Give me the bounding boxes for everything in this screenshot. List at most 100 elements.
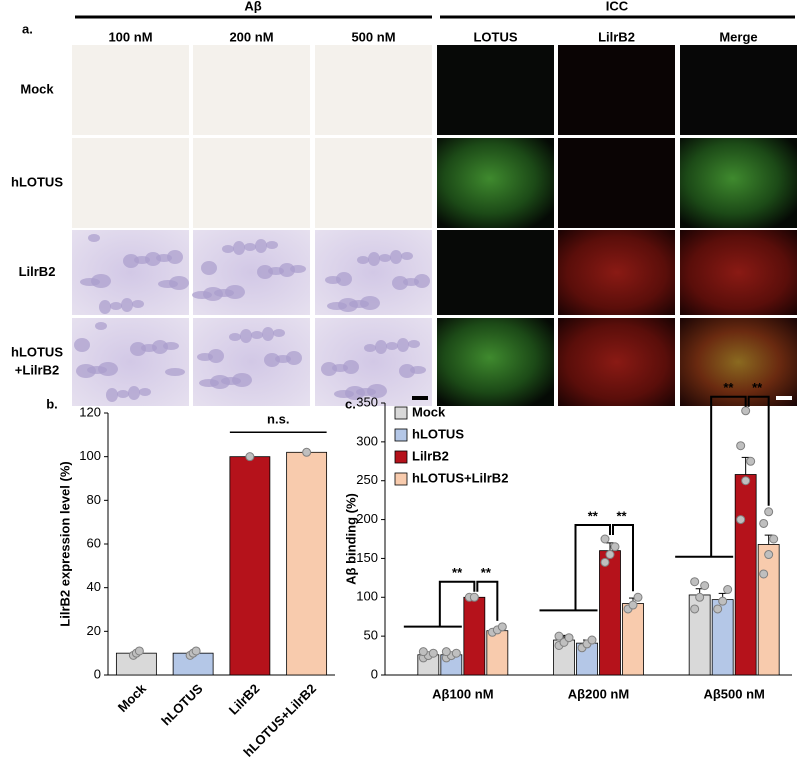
cell [99,300,111,314]
column-label: LilrB2 [598,29,635,44]
x-tick-label: hLOTUS [158,681,206,729]
bracket [438,580,476,627]
micrograph [558,45,675,135]
data-point [497,622,507,632]
micrograph [315,138,432,228]
micrograph [72,45,189,135]
cell [222,245,234,253]
cell [336,272,352,286]
cell [145,252,161,266]
data-point [302,447,312,457]
scale-bar [776,396,792,400]
y-tick-label: 200 [356,511,378,526]
micrograph [558,318,675,406]
cell [251,331,263,339]
data-point [633,592,643,602]
data-point [723,585,733,595]
legend-label: hLOTUS [412,426,464,441]
data-point [428,648,438,658]
cell [273,329,285,337]
cell [357,256,369,264]
cell [232,373,252,387]
micrograph [193,45,310,135]
cell [262,327,274,341]
bar [229,456,271,676]
cell [286,351,302,365]
cell [169,276,189,290]
bar [486,630,509,676]
micrograph [558,230,675,315]
bracket [747,395,770,506]
micrograph [193,138,310,228]
bar [599,550,621,676]
row-label: +LilrB2 [15,362,59,377]
cell [414,274,430,288]
y-tick-label: 0 [94,666,101,681]
micrograph [680,318,797,406]
data-point [245,452,255,462]
data-point [736,515,746,525]
x-tick-label: Aβ100 nM [432,686,493,701]
panel-label: c. [345,396,356,411]
data-point [741,476,751,486]
cell [123,254,139,268]
column-label: Merge [719,29,757,44]
cell [408,340,420,348]
data-point [628,600,638,610]
cell [128,386,140,400]
data-point [759,518,769,528]
cell [290,265,306,273]
y-tick-label: 0 [371,666,378,681]
cell [91,274,111,288]
data-point [554,631,564,641]
micrograph [558,138,675,228]
row-label: LilrB2 [19,264,56,279]
cell [386,342,398,350]
data-point [564,633,574,643]
micrograph [315,45,432,135]
annotation: ** [616,508,627,523]
data-point [690,577,700,587]
cell [343,360,359,374]
micrograph [680,138,797,228]
cell [321,362,337,376]
annotation: ** [452,565,463,580]
cell [264,353,280,367]
cell [379,254,391,262]
cell [117,390,129,398]
cell [257,265,273,279]
cell [152,340,168,354]
data-point [764,507,774,517]
cell [368,252,380,266]
cell [95,322,107,330]
data-point [418,647,428,657]
bracket [574,524,611,611]
y-tick-label: 250 [356,472,378,487]
data-point [759,569,769,579]
cell [399,364,415,378]
bar [734,474,757,676]
cell [233,241,245,255]
data-point [695,592,705,602]
panel-label: b. [46,396,58,411]
cell [106,388,118,402]
annotation: ** [723,380,734,395]
cell [110,302,122,310]
legend-swatch [394,472,408,486]
y-tick-label: 100 [356,589,378,604]
cell [401,252,413,260]
micrograph [437,45,554,135]
annotation: ** [752,380,763,395]
x-tick-label: Mock [115,680,150,715]
cell [132,300,144,308]
cell [225,285,245,299]
micrograph [680,230,797,315]
cell [165,368,185,376]
y-tick-label: 50 [364,628,378,643]
cell [167,250,183,264]
cell [88,234,100,242]
legend-swatch [394,406,408,420]
legend-label: hLOTUS+LilrB2 [412,470,508,485]
data-point [764,550,774,560]
